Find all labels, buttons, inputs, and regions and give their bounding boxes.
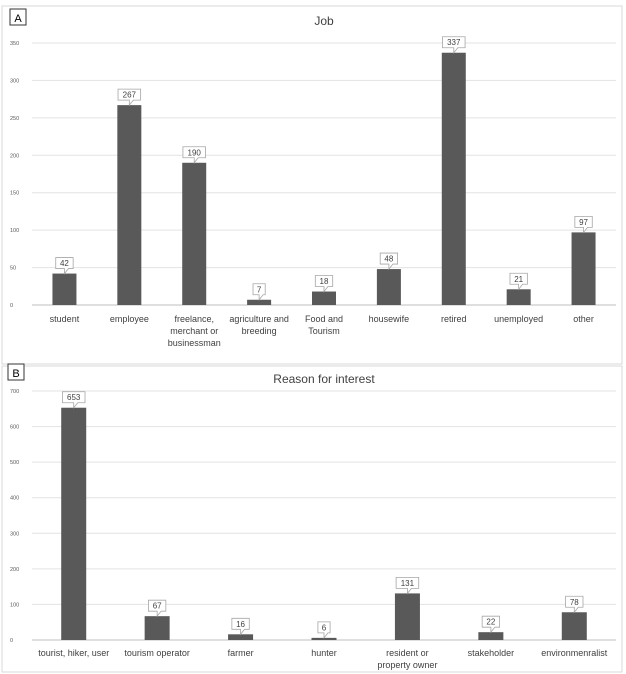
panel-label-box: B — [7, 363, 25, 381]
bar — [228, 634, 254, 640]
bar — [376, 269, 401, 305]
data-label: 22 — [486, 618, 495, 627]
panel-frame — [1, 5, 623, 365]
data-label-callout — [574, 215, 593, 234]
chart-title: Reason for interest — [273, 372, 375, 386]
y-tick-label: 400 — [10, 496, 19, 502]
data-label: 97 — [579, 218, 588, 227]
x-tick-label: agriculture and — [229, 314, 289, 324]
data-label: 653 — [67, 393, 81, 402]
panel-label-box: A — [9, 8, 27, 26]
x-tick-label: merchant or — [170, 326, 218, 336]
data-label: 267 — [123, 91, 137, 100]
x-tick-label: student — [50, 314, 80, 324]
bar — [312, 291, 336, 305]
y-tick-label: 100 — [10, 228, 19, 234]
x-tick-label: property owner — [377, 660, 437, 670]
x-tick-label: businessman — [168, 338, 221, 348]
data-label: 190 — [188, 148, 202, 157]
bar — [441, 52, 466, 305]
bar — [182, 162, 207, 305]
data-label: 67 — [153, 602, 162, 611]
x-tick-label: Tourism — [308, 326, 340, 336]
panel-label: A — [14, 13, 22, 25]
x-tick-label: farmer — [228, 648, 254, 658]
data-label-callout — [509, 272, 528, 291]
data-label-callout — [379, 252, 398, 271]
bar — [117, 105, 142, 305]
x-tick-label: tourist, hiker, user — [38, 648, 109, 658]
data-label-callout — [62, 391, 86, 409]
y-tick-label: 200 — [10, 567, 19, 573]
x-tick-label: hunter — [311, 648, 337, 658]
x-tick-label: retired — [441, 314, 467, 324]
bar — [506, 289, 531, 305]
data-label: 42 — [60, 259, 69, 268]
y-tick-label: 600 — [10, 425, 19, 431]
data-label: 6 — [322, 623, 327, 632]
x-tick-label: other — [573, 314, 594, 324]
x-tick-label: breeding — [242, 326, 277, 336]
data-label-callout — [117, 88, 142, 107]
y-tick-label: 300 — [10, 531, 19, 537]
y-tick-label: 100 — [10, 602, 19, 608]
bar — [52, 273, 77, 305]
data-label: 131 — [401, 579, 415, 588]
y-tick-label: 700 — [10, 389, 19, 395]
data-label-callout — [314, 275, 334, 293]
y-tick-label: 250 — [10, 116, 19, 122]
bar — [311, 637, 337, 640]
data-label-callout — [148, 599, 167, 618]
data-label-callout — [55, 257, 74, 275]
y-tick-label: 0 — [10, 638, 13, 644]
panel-frame — [1, 365, 623, 673]
data-label: 78 — [570, 598, 579, 607]
bar — [247, 299, 272, 305]
x-tick-label: employee — [110, 314, 149, 324]
data-label-callout — [252, 283, 266, 301]
data-label-callout — [231, 617, 250, 636]
x-tick-label: unemployed — [494, 314, 543, 324]
bar — [394, 593, 420, 640]
x-tick-label: freelance, — [174, 314, 214, 324]
y-tick-label: 350 — [10, 41, 19, 47]
y-tick-label: 50 — [10, 266, 16, 272]
bar — [478, 632, 504, 640]
panel-label: B — [12, 368, 19, 380]
data-label-callout — [442, 36, 466, 54]
data-label: 7 — [257, 285, 262, 294]
data-label-callout — [182, 146, 206, 164]
data-label: 337 — [447, 38, 461, 47]
data-label-callout — [565, 595, 584, 614]
y-tick-label: 300 — [10, 78, 19, 84]
data-label: 16 — [236, 620, 245, 629]
data-label: 48 — [384, 255, 393, 264]
data-label-callout — [395, 577, 420, 595]
y-tick-label: 0 — [10, 303, 13, 309]
chart-panel-a: A Job 0 50 100 150 200 250 300 350 42 student 267 emp… — [1, 5, 623, 365]
bar — [61, 407, 87, 640]
data-label-callout — [317, 621, 331, 640]
bar — [561, 612, 587, 640]
x-tick-label: housewife — [369, 314, 410, 324]
y-tick-label: 500 — [10, 460, 19, 466]
chart-title: Job — [314, 14, 334, 28]
panel-label-border — [9, 8, 27, 26]
chart-panel-b: B Reason for interest 0 100 200 300 400 500 600 7… — [1, 363, 623, 673]
x-tick-label: stakeholder — [468, 648, 515, 658]
x-tick-label: Food and — [305, 314, 343, 324]
x-tick-label: environmenralist — [541, 648, 608, 658]
panel-label-border — [7, 363, 25, 381]
y-tick-label: 200 — [10, 153, 19, 159]
bar — [144, 616, 170, 640]
y-tick-label: 150 — [10, 191, 19, 197]
data-label: 21 — [514, 275, 523, 284]
data-label-callout — [481, 615, 500, 634]
x-tick-label: resident or — [386, 648, 429, 658]
data-label: 18 — [320, 277, 329, 286]
bar — [571, 232, 596, 305]
x-tick-label: tourism operator — [124, 648, 190, 658]
